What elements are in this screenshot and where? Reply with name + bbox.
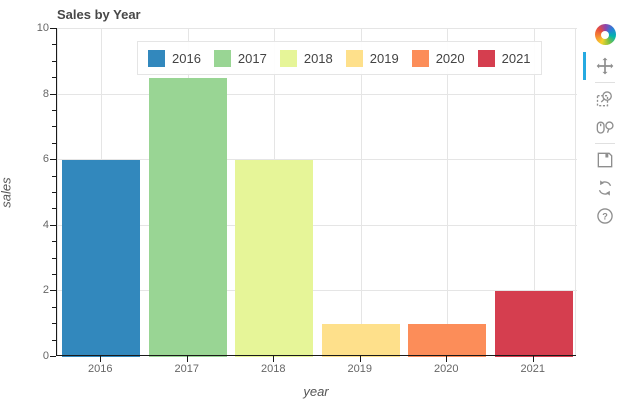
plot-area[interactable] — [57, 28, 577, 357]
legend-swatch — [148, 49, 165, 67]
gridline-vertical — [447, 29, 449, 357]
legend-label: 2017 — [237, 50, 267, 66]
y-minor-tick — [52, 339, 56, 341]
y-minor-tick — [52, 60, 56, 62]
x-tick-label: 2017 — [174, 363, 199, 375]
y-minor-tick — [52, 306, 56, 308]
x-major-tick — [532, 356, 534, 362]
legend-swatch — [411, 49, 429, 67]
x-axis-line — [56, 355, 576, 356]
y-major-tick — [50, 290, 56, 292]
y-minor-tick — [52, 274, 56, 275]
y-major-tick — [50, 159, 56, 161]
y-minor-tick — [52, 77, 56, 79]
reset-icon — [598, 180, 612, 196]
y-major-tick — [50, 28, 56, 29]
legend-label: 2019 — [369, 50, 399, 66]
bar-2016 — [62, 160, 141, 357]
toolbar-divider — [595, 82, 615, 83]
legend: 2016 2017 2018 2019 2020 2021 — [137, 41, 542, 75]
x-tick-label: 2018 — [261, 363, 286, 375]
x-tick-label: 2019 — [347, 363, 372, 375]
legend-entry: 2021 — [477, 49, 531, 67]
x-axis-label: year — [303, 384, 329, 399]
bokeh-logo-hole — [601, 30, 609, 39]
pan-icon — [596, 57, 614, 75]
legend-entry: 2017 — [213, 49, 267, 67]
y-major-tick — [50, 356, 56, 357]
legend-label: 2021 — [501, 50, 531, 66]
x-major-tick — [359, 356, 361, 362]
y-minor-tick — [52, 208, 56, 210]
box-zoom-tool-button[interactable] — [591, 85, 619, 113]
bar-2018 — [235, 160, 314, 357]
y-major-tick — [50, 224, 56, 226]
x-major-tick — [273, 356, 275, 362]
y-minor-tick — [52, 175, 56, 177]
y-minor-tick — [52, 241, 56, 243]
legend-entry: 2020 — [411, 49, 465, 67]
legend-swatch — [213, 49, 231, 67]
help-tool-button[interactable]: ? — [591, 202, 619, 230]
gridline-vertical — [533, 29, 535, 357]
y-minor-tick — [52, 257, 56, 259]
gridline-horizontal — [58, 93, 577, 95]
legend-swatch — [345, 49, 363, 67]
x-major-tick — [186, 356, 188, 362]
y-tick-label: 0 — [42, 350, 49, 362]
x-tick-label: 2020 — [434, 363, 459, 375]
y-tick-label: 8 — [42, 87, 49, 100]
y-tick-label: 6 — [42, 153, 49, 166]
bar-2020 — [408, 324, 487, 357]
x-major-tick — [446, 356, 448, 362]
legend-label: 2020 — [435, 50, 465, 66]
bar-2021 — [494, 291, 573, 357]
legend-swatch — [477, 49, 495, 67]
help-icon: ? — [597, 208, 613, 224]
y-minor-tick — [52, 192, 56, 193]
gridline-horizontal — [58, 28, 577, 29]
y-axis-line — [56, 28, 57, 356]
pan-tool-button[interactable] — [583, 52, 619, 80]
bokeh-logo-icon[interactable] — [594, 24, 616, 45]
gridline-vertical — [360, 29, 362, 357]
y-minor-tick — [52, 142, 56, 144]
legend-entry: 2019 — [345, 49, 399, 67]
gridline-horizontal — [58, 224, 577, 226]
y-tick-label: 4 — [42, 218, 49, 231]
y-tick-label: 2 — [42, 284, 49, 297]
y-minor-tick — [52, 323, 56, 325]
gridline-horizontal — [58, 159, 577, 161]
gridline-horizontal — [58, 290, 577, 292]
reset-tool-button[interactable] — [591, 174, 619, 202]
x-tick-label: 2016 — [88, 363, 113, 375]
bar-2019 — [321, 324, 400, 357]
legend-entry: 2016 — [148, 49, 201, 67]
y-minor-tick — [52, 44, 56, 46]
y-minor-tick — [52, 110, 56, 111]
bokeh-toolbar: ? — [583, 24, 625, 230]
wheel-zoom-icon — [596, 121, 614, 134]
legend-label: 2018 — [303, 50, 333, 66]
legend-entry: 2018 — [279, 49, 333, 67]
toolbar-divider — [595, 143, 615, 144]
bar-2017 — [148, 78, 227, 357]
y-tick-label: 10 — [36, 22, 49, 34]
x-tick-label: 2021 — [520, 363, 545, 375]
legend-swatch — [279, 49, 297, 67]
save-tool-button[interactable] — [591, 146, 619, 174]
chart-title: Sales by Year — [57, 7, 141, 22]
y-major-tick — [50, 93, 56, 95]
box-zoom-icon — [596, 91, 612, 107]
wheel-zoom-tool-button[interactable] — [591, 113, 619, 141]
save-icon — [597, 152, 613, 168]
legend-label: 2016 — [172, 50, 201, 66]
y-minor-tick — [52, 126, 56, 128]
y-axis-label: sales — [0, 177, 14, 208]
svg-text:?: ? — [602, 211, 608, 221]
x-major-tick — [100, 356, 102, 362]
